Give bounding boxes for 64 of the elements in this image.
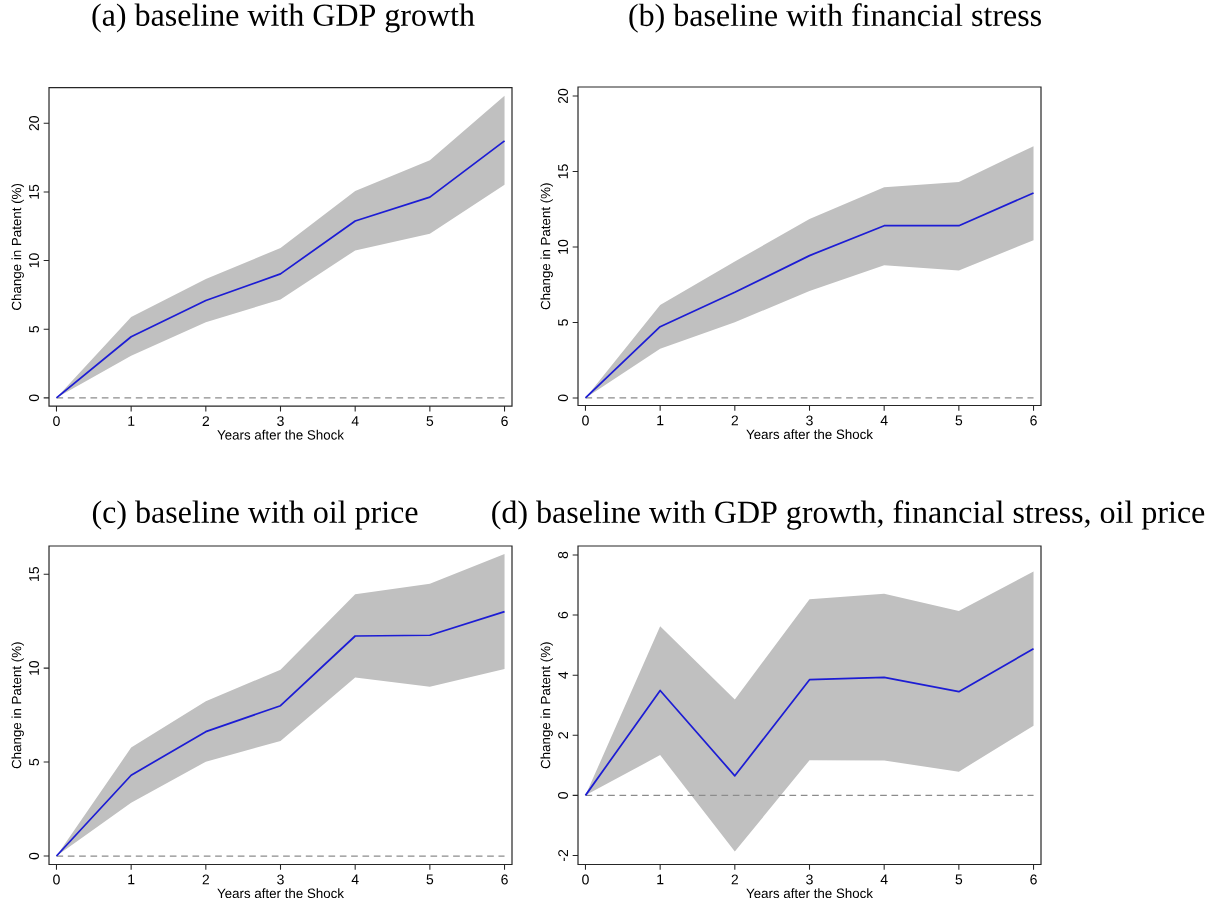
y-tick-label: 5 [29, 758, 39, 766]
y-tick-label: 5 [558, 319, 568, 326]
x-tick-label: 0 [53, 874, 60, 885]
y-tick-label: 8 [558, 551, 568, 559]
chart-title: (d) baseline with GDP growth, financial stress, oil price [492, 500, 1205, 530]
y-tick-label: 10 [558, 239, 568, 254]
x-tick-label: 6 [501, 416, 508, 427]
y-axis-title: Change in Patent (%) [11, 642, 24, 769]
y-axis-title: Change in Patent (%) [11, 183, 24, 310]
chart-title: (a) baseline with GDP growth [92, 3, 475, 33]
x-tick-label: 3 [277, 416, 284, 427]
x-axis-title: Years after the Shock [217, 888, 345, 899]
x-axis-title: Years after the Shock [746, 888, 873, 899]
x-tick-label: 4 [880, 874, 888, 885]
line-series [584, 192, 1035, 399]
y-tick-label: 0 [29, 852, 39, 860]
x-tick-label: 5 [955, 874, 963, 885]
y-tick-label: 0 [558, 394, 568, 402]
x-tick-label: 2 [202, 416, 209, 426]
x-tick-label: 4 [351, 874, 359, 885]
line-series [584, 647, 1035, 797]
x-axis-title: Years after the Shock [746, 429, 873, 440]
y-tick-label: 15 [558, 164, 568, 179]
y-tick-label: 5 [29, 325, 39, 333]
y-tick-label: 15 [29, 566, 39, 581]
x-tick-label: 2 [731, 874, 738, 885]
x-tick-label: 0 [582, 415, 589, 426]
x-tick-label: 1 [657, 874, 664, 885]
x-tick-label: 3 [277, 874, 284, 885]
x-tick-label: 3 [806, 874, 813, 885]
y-axis-title: Change in Patent (%) [540, 183, 553, 310]
line-series [55, 610, 506, 857]
x-tick-label: 5 [426, 416, 434, 426]
x-tick-label: 1 [128, 416, 135, 426]
x-tick-label: 4 [351, 416, 359, 426]
y-tick-label: 10 [29, 660, 39, 675]
x-tick-label: 0 [53, 416, 60, 427]
x-tick-label: 6 [1030, 874, 1037, 885]
y-tick-label: 0 [558, 792, 568, 799]
y-tick-label: 20 [558, 88, 568, 104]
y-tick-label: 0 [29, 394, 39, 402]
y-axis-title: Change in Patent (%) [540, 642, 553, 769]
y-tick-label: 10 [29, 253, 39, 268]
chart-title: (b) baseline with financial stress [629, 3, 1041, 33]
x-tick-label: 6 [501, 874, 508, 885]
x-tick-label: 5 [426, 874, 434, 885]
y-tick-label: -2 [558, 849, 568, 862]
x-tick-label: 6 [1030, 415, 1037, 426]
y-tick-label: 20 [29, 116, 39, 131]
y-tick-label: 6 [558, 611, 568, 619]
y-tick-label: 4 [558, 671, 568, 679]
x-axis-title: Years after the Shock [217, 429, 345, 440]
x-tick-label: 4 [880, 415, 888, 426]
x-tick-label: 0 [582, 874, 589, 885]
line-series [55, 139, 506, 399]
y-tick-label: 15 [29, 184, 39, 199]
x-tick-label: 5 [955, 415, 963, 426]
chart-title: (c) baseline with oil price [92, 500, 418, 530]
x-tick-label: 2 [202, 874, 209, 885]
x-tick-label: 2 [731, 415, 738, 426]
y-tick-label: 2 [558, 732, 568, 739]
x-tick-label: 1 [128, 874, 135, 885]
x-tick-label: 3 [806, 415, 813, 426]
x-tick-label: 1 [657, 415, 664, 426]
